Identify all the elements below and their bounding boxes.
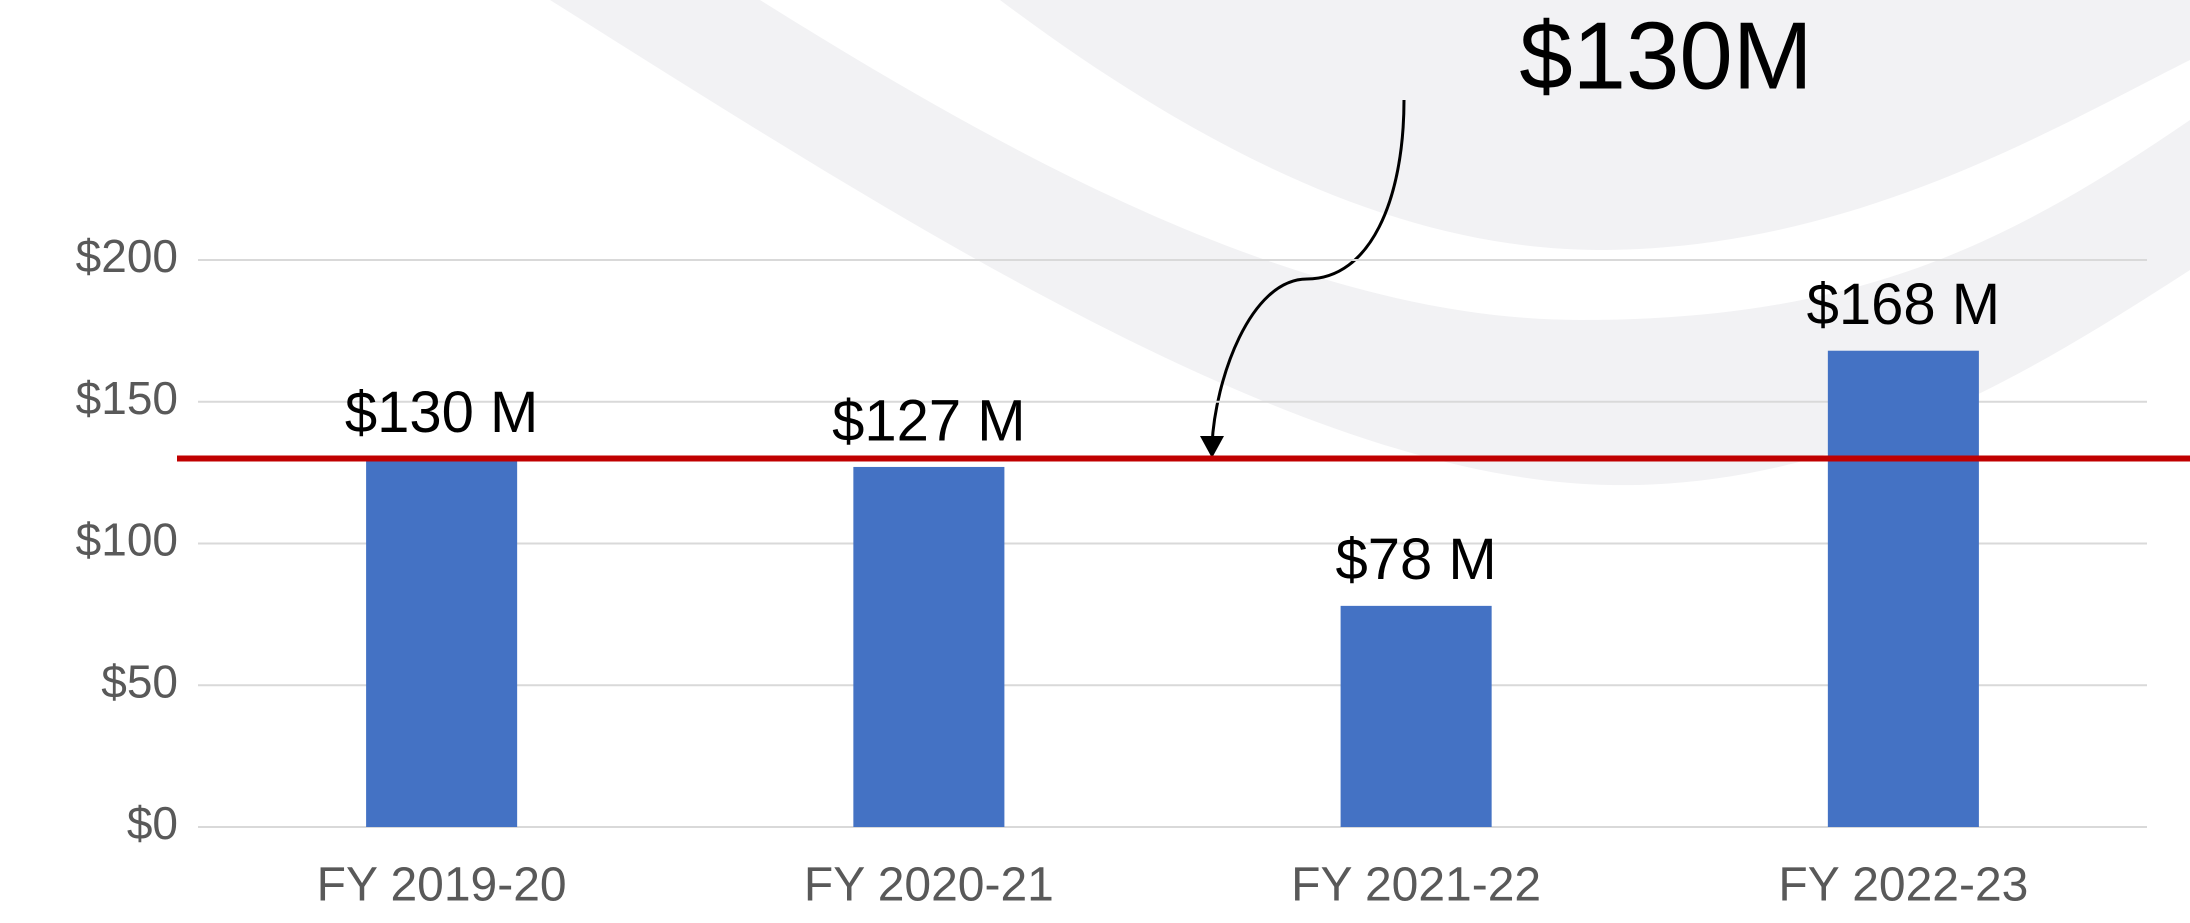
- bar: [853, 466, 1005, 827]
- x-tick-label: FY 2020-21: [804, 859, 1054, 912]
- y-tick-label: $0: [127, 797, 178, 849]
- x-tick-label: FY 2019-20: [317, 859, 567, 912]
- y-tick-label: $200: [76, 230, 178, 282]
- data-label: $78 M: [1336, 527, 1497, 592]
- x-tick-label: FY 2022-23: [1778, 859, 2028, 912]
- bar: [366, 458, 518, 827]
- y-tick-label: $150: [76, 372, 178, 424]
- data-label: $168 M: [1807, 272, 2000, 337]
- annotation-arrow: [1210, 99, 1406, 446]
- x-tick-label: FY 2021-22: [1291, 859, 1541, 912]
- y-tick-label: $100: [76, 514, 178, 566]
- bar: [1827, 350, 1979, 827]
- background-swoosh: [550, 0, 2190, 486]
- bar: [1340, 605, 1492, 827]
- data-label: $127 M: [832, 388, 1025, 453]
- data-label: $130 M: [345, 380, 538, 445]
- y-tick-label: $50: [101, 655, 178, 707]
- annotation: $130M: [1519, 2, 1813, 109]
- arrow-head: [1200, 436, 1224, 458]
